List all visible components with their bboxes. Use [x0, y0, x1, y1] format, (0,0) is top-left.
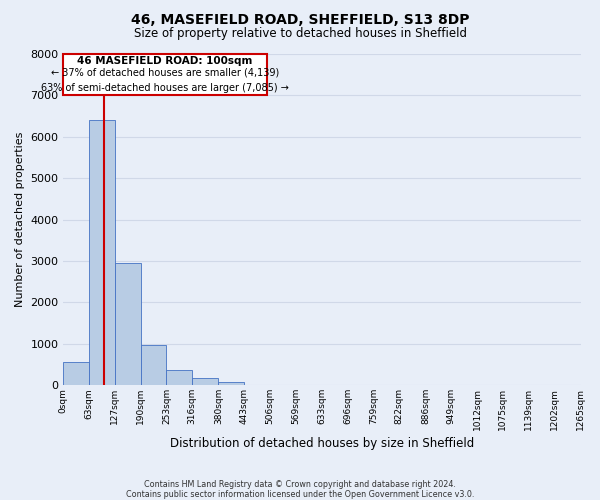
Text: ← 37% of detached houses are smaller (4,139): ← 37% of detached houses are smaller (4,… — [51, 68, 279, 78]
Text: Size of property relative to detached houses in Sheffield: Size of property relative to detached ho… — [133, 28, 467, 40]
Bar — [63, 362, 89, 385]
Text: Contains public sector information licensed under the Open Government Licence v3: Contains public sector information licen… — [126, 490, 474, 499]
Bar — [89, 120, 115, 385]
Bar — [166, 370, 192, 385]
X-axis label: Distribution of detached houses by size in Sheffield: Distribution of detached houses by size … — [170, 437, 474, 450]
Bar — [115, 263, 140, 385]
Bar — [218, 382, 244, 385]
Text: Contains HM Land Registry data © Crown copyright and database right 2024.: Contains HM Land Registry data © Crown c… — [144, 480, 456, 489]
Text: 46 MASEFIELD ROAD: 100sqm: 46 MASEFIELD ROAD: 100sqm — [77, 56, 253, 66]
Text: 63% of semi-detached houses are larger (7,085) →: 63% of semi-detached houses are larger (… — [41, 84, 289, 94]
FancyBboxPatch shape — [63, 54, 268, 96]
Bar — [192, 378, 218, 385]
Bar — [140, 344, 166, 385]
Text: 46, MASEFIELD ROAD, SHEFFIELD, S13 8DP: 46, MASEFIELD ROAD, SHEFFIELD, S13 8DP — [131, 12, 469, 26]
Y-axis label: Number of detached properties: Number of detached properties — [15, 132, 25, 308]
